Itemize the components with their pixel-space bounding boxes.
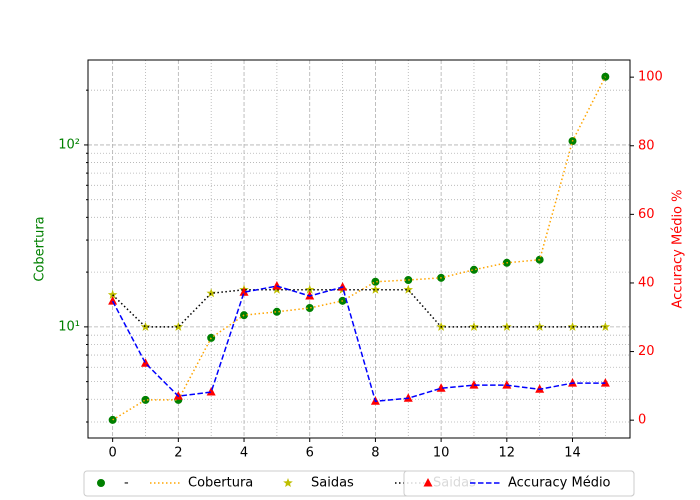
x-tick-label: 10 [433, 446, 450, 461]
marker [423, 478, 433, 487]
y2-tick-label: 40 [638, 275, 655, 290]
marker [206, 387, 216, 396]
marker [108, 296, 118, 305]
marker [469, 265, 478, 274]
marker [140, 321, 151, 331]
marker [107, 289, 118, 299]
y2-axis-label: Accuracy Médio % [671, 190, 686, 309]
y-axis-label: Cobertura [33, 216, 48, 281]
series-line [112, 76, 607, 421]
marker [469, 380, 479, 389]
series-line [112, 288, 606, 328]
y-tick-label: 10¹ [58, 319, 80, 334]
x-tick-label: 0 [108, 446, 116, 461]
marker [239, 287, 249, 296]
y-tick-label: 10² [58, 137, 80, 152]
legend-label: Accuracy Médio [508, 476, 611, 491]
marker [370, 284, 381, 294]
y2-tick-label: 0 [638, 413, 646, 428]
legend-box [403, 470, 635, 497]
marker [403, 284, 413, 294]
x-tick-label: 12 [499, 446, 516, 461]
marker [534, 321, 545, 331]
legend-label: Cobertura [188, 476, 253, 491]
marker [206, 288, 216, 298]
legend-label: Saidas [311, 476, 354, 491]
marker [371, 277, 380, 286]
x-tick-label: 6 [306, 446, 314, 461]
legend: Accuracy Médio [403, 470, 635, 497]
x-tick-label: 8 [371, 446, 379, 461]
y2-tick-label: 80 [638, 138, 655, 153]
marker [502, 321, 512, 331]
y2-tick-label: 100 [638, 70, 663, 85]
y2-tick-label: 60 [638, 207, 655, 222]
x-tick-label: 4 [240, 446, 248, 461]
marker [283, 478, 293, 487]
plot-frame [87, 59, 631, 439]
marker [272, 307, 281, 316]
x-tick-label: 14 [564, 446, 581, 461]
marker [173, 321, 184, 331]
legend-label: - [124, 476, 129, 491]
x-tick-label: 2 [174, 446, 182, 461]
series-line [111, 285, 606, 403]
y2-tick-label: 20 [638, 344, 655, 359]
marker [97, 479, 105, 487]
